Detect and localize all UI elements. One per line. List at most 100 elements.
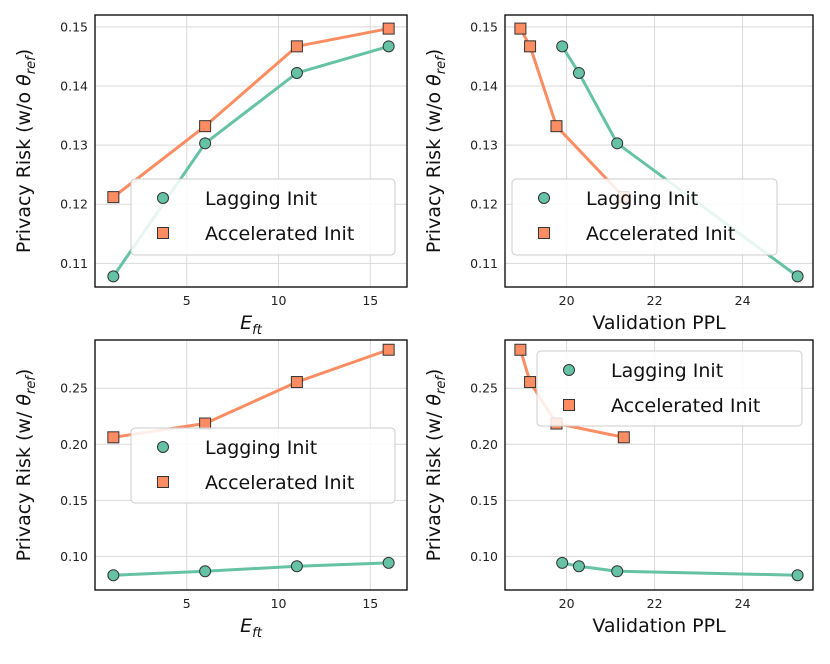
y-tick-label: 0.10 bbox=[60, 549, 88, 564]
axes-frame bbox=[504, 14, 814, 288]
accelerated-point bbox=[514, 22, 527, 35]
legend-box bbox=[536, 350, 803, 427]
y-tick-label: 0.15 bbox=[60, 19, 88, 34]
legend-lagging-marker bbox=[563, 364, 575, 376]
y-tick-label: 0.13 bbox=[470, 138, 498, 153]
legend-lagging-label: Lagging Init bbox=[586, 188, 698, 210]
y-axis-label-sub: ref bbox=[434, 374, 449, 394]
y-axis-label-close: ) bbox=[13, 49, 35, 56]
lagging-point bbox=[611, 565, 624, 578]
axes-frame bbox=[94, 339, 408, 591]
x-axis-label-sub: ft bbox=[252, 323, 263, 338]
accelerated-point bbox=[524, 40, 537, 53]
accelerated-point bbox=[107, 191, 120, 204]
y-axis-label-sub: ref bbox=[434, 54, 449, 74]
legend-lagging-marker bbox=[538, 192, 550, 204]
y-tick-label: 0.10 bbox=[470, 549, 498, 564]
x-tick-label: 5 bbox=[183, 293, 191, 308]
y-tick-label: 0.14 bbox=[60, 78, 88, 93]
legend-lagging-label: Lagging Init bbox=[205, 188, 317, 210]
y-axis-label-theta: θ bbox=[13, 74, 35, 86]
lagging-point bbox=[107, 270, 120, 283]
y-tick-label: 0.11 bbox=[470, 256, 498, 271]
y-tick-label: 0.20 bbox=[470, 437, 498, 452]
x-axis-label-main: Validation PPL bbox=[592, 615, 726, 637]
x-tick-label: 22 bbox=[647, 596, 663, 611]
y-axis-label-theta: θ bbox=[13, 394, 35, 406]
x-tick-label: 15 bbox=[362, 293, 378, 308]
legend-lagging-marker bbox=[157, 441, 169, 453]
legend: Lagging Init Accelerated Init bbox=[511, 178, 778, 256]
lagging-point bbox=[382, 40, 395, 53]
legend-accelerated-marker bbox=[538, 227, 550, 239]
legend-box bbox=[130, 178, 396, 256]
legend-accelerated-marker bbox=[563, 399, 575, 411]
legend-accelerated-marker bbox=[157, 476, 169, 488]
y-axis-label-main: Privacy Risk (w/ bbox=[13, 406, 35, 562]
y-axis-label-main: Privacy Risk (w/o bbox=[13, 86, 35, 253]
y-axis-label-theta: θ bbox=[423, 74, 445, 86]
accelerated-point bbox=[107, 431, 120, 444]
lagging-point bbox=[290, 560, 303, 573]
y-tick-label: 0.20 bbox=[60, 437, 88, 452]
legend-box bbox=[511, 178, 778, 256]
y-axis-label-close: ) bbox=[423, 49, 445, 56]
accelerated-point bbox=[382, 22, 395, 35]
y-axis-label-sub: ref bbox=[24, 374, 39, 394]
accelerated-point bbox=[617, 431, 630, 444]
lagging-point bbox=[572, 66, 585, 79]
lagging-point bbox=[791, 270, 804, 283]
x-axis-label: Eft bbox=[240, 615, 263, 641]
legend-accelerated-label: Accelerated Init bbox=[205, 472, 354, 494]
y-tick-label: 0.15 bbox=[60, 493, 88, 508]
accelerated-point bbox=[199, 417, 212, 430]
panel-1: 5 10 15 0.11 0.12 0.13 0.14 0.15 Lagging Init Acc… bbox=[13, 14, 408, 338]
lagging-line bbox=[113, 561, 389, 577]
legend-box bbox=[130, 427, 396, 504]
y-axis-label-main: Privacy Risk (w/ bbox=[423, 406, 445, 562]
accelerated-point bbox=[290, 376, 303, 389]
y-tick-label: 0.12 bbox=[60, 197, 88, 212]
lagging-point bbox=[382, 556, 395, 569]
axes-frame bbox=[504, 339, 814, 591]
y-axis-label: Privacy Risk (w/o θref) bbox=[423, 49, 449, 253]
lagging-point bbox=[791, 569, 804, 582]
y-axis-label: Privacy Risk (w/ θref) bbox=[423, 369, 449, 562]
y-tick-label: 0.25 bbox=[60, 381, 88, 396]
accelerated-line bbox=[113, 348, 390, 439]
x-axis-label: Validation PPL bbox=[592, 615, 726, 637]
x-tick-label: 20 bbox=[559, 596, 575, 611]
y-tick-label: 0.11 bbox=[60, 256, 88, 271]
x-axis-label-main: E bbox=[240, 615, 252, 637]
y-tick-label: 0.13 bbox=[60, 138, 88, 153]
legend: Lagging Init Accelerated Init bbox=[536, 350, 803, 427]
x-tick-label: 22 bbox=[647, 293, 663, 308]
lagging-point bbox=[556, 40, 569, 53]
y-tick-label: 0.14 bbox=[470, 78, 498, 93]
legend-lagging-label: Lagging Init bbox=[611, 360, 723, 382]
x-tick-label: 15 bbox=[362, 596, 378, 611]
legend-accelerated-label: Accelerated Init bbox=[611, 395, 760, 417]
x-tick-label: 10 bbox=[271, 293, 287, 308]
lagging-point bbox=[556, 556, 569, 569]
x-tick-label: 20 bbox=[559, 293, 575, 308]
y-axis-label-close: ) bbox=[13, 369, 35, 376]
x-axis-label-main: E bbox=[240, 312, 252, 334]
y-axis-label-close: ) bbox=[423, 369, 445, 376]
y-axis-label: Privacy Risk (w/o θref) bbox=[13, 49, 39, 253]
y-axis-label: Privacy Risk (w/ θref) bbox=[13, 369, 39, 562]
lagging-point bbox=[107, 569, 120, 582]
legend-accelerated-label: Accelerated Init bbox=[586, 223, 735, 245]
accelerated-line bbox=[519, 27, 625, 199]
x-tick-label: 24 bbox=[735, 596, 751, 611]
y-tick-label: 0.15 bbox=[470, 493, 498, 508]
lagging-point bbox=[199, 137, 212, 150]
panel-4: 20 22 24 0.10 0.15 0.20 0.25 Lagging Init Accele… bbox=[423, 339, 814, 637]
legend-accelerated-marker bbox=[157, 227, 169, 239]
accelerated-point bbox=[382, 343, 395, 356]
y-axis-label-main: Privacy Risk (w/o bbox=[423, 86, 445, 253]
legend: Lagging Init Accelerated Init bbox=[130, 178, 396, 256]
accelerated-line bbox=[112, 27, 389, 199]
legend-accelerated-label: Accelerated Init bbox=[205, 223, 354, 245]
